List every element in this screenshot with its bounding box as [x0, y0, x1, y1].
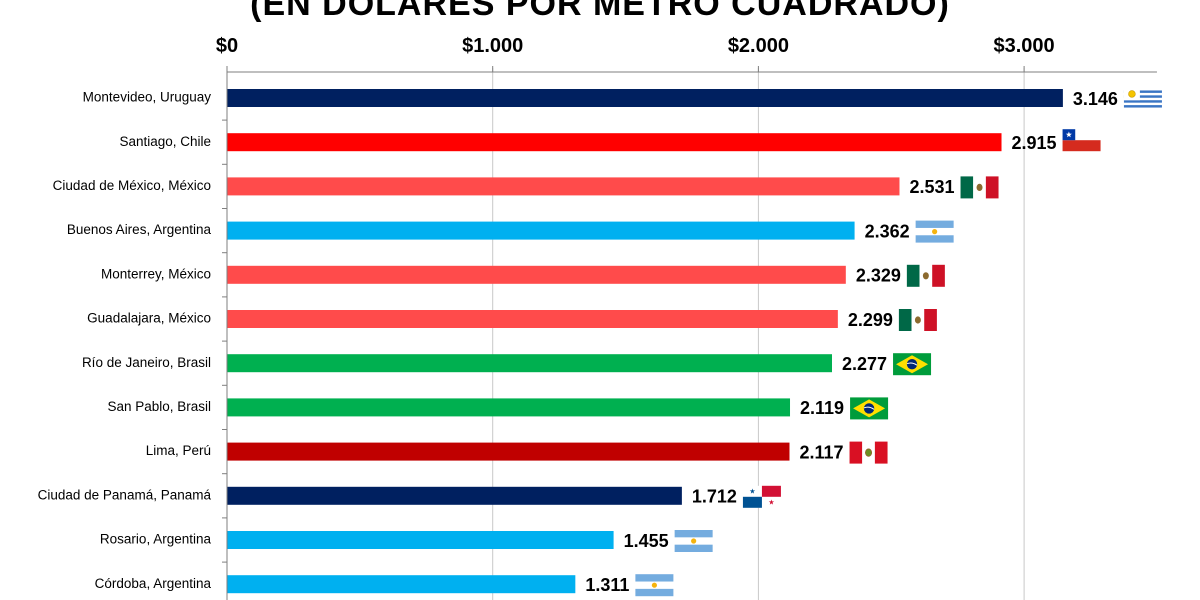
flag-argentina-icon [915, 220, 954, 243]
flag-mexico-icon [898, 309, 937, 331]
category-label: Rosario, Argentina [100, 532, 212, 547]
grid-layer [492, 68, 1025, 600]
value-label: 2.915 [1012, 133, 1057, 153]
category-label: Río de Janeiro, Brasil [82, 355, 211, 370]
flag-argentina-icon [674, 530, 713, 552]
value-label: 1.455 [624, 531, 669, 551]
flag-argentina-icon [635, 574, 674, 597]
flag-uruguay-icon [1123, 88, 1162, 110]
flag-chile-icon [1062, 129, 1101, 152]
category-label: Buenos Aires, Argentina [67, 222, 212, 237]
bar [227, 486, 682, 505]
value-label: 2.531 [909, 177, 954, 197]
x-axis-ticks: $0 $1.000 $2.000 $3.000 [216, 35, 1055, 72]
category-label: Montevideo, Uruguay [83, 90, 212, 105]
value-label: 2.119 [800, 398, 844, 418]
chart-title: (EN DÓLARES POR METRO CUADRADO) [250, 0, 950, 23]
bar [227, 575, 576, 594]
bar [227, 221, 855, 240]
value-label: 2.277 [842, 354, 887, 374]
flags [635, 88, 1162, 597]
category-label: Lima, Perú [146, 443, 211, 458]
category-label: Ciudad de Panamá, Panamá [38, 487, 212, 502]
bar [227, 354, 832, 373]
value-label: 2.362 [865, 221, 910, 241]
bar [227, 265, 846, 284]
category-label: Guadalajara, México [87, 311, 211, 326]
x-tick-label: $3.000 [994, 35, 1055, 57]
value-label: 2.329 [856, 266, 901, 286]
category-label: Santiago, Chile [119, 134, 211, 149]
flag-brasil-icon [850, 397, 889, 420]
x-tick-label: $1.000 [462, 35, 523, 57]
category-labels: Montevideo, Uruguay Santiago, Chile Ciudad… [38, 90, 227, 591]
value-labels: 3.146 2.915 2.531 2.362 2.329 2.299 2.277 2.119… [585, 89, 1118, 595]
bar [227, 442, 790, 461]
value-label: 1.311 [585, 575, 629, 595]
value-label: 3.146 [1073, 89, 1118, 109]
flag-brasil-icon [893, 353, 932, 376]
value-label: 1.712 [692, 487, 737, 507]
bars [227, 89, 1063, 594]
flag-mexico-icon [960, 176, 999, 199]
flag-peru-icon [849, 441, 888, 464]
x-tick-label: $2.000 [728, 35, 789, 57]
flag-mexico-icon [906, 264, 945, 287]
category-label: Córdoba, Argentina [95, 576, 212, 591]
bar [227, 133, 1002, 152]
category-label: Monterrey, México [101, 266, 211, 281]
bar [227, 398, 791, 417]
bar [227, 531, 614, 549]
bar [227, 310, 838, 328]
category-label: Ciudad de México, México [53, 178, 211, 193]
flag-panama-icon [742, 485, 781, 508]
bar [227, 177, 900, 196]
bar [227, 89, 1063, 107]
x-tick-label: $0 [216, 35, 238, 57]
value-label: 2.299 [848, 310, 893, 330]
category-label: San Pablo, Brasil [107, 399, 211, 414]
value-label: 2.117 [799, 442, 843, 462]
